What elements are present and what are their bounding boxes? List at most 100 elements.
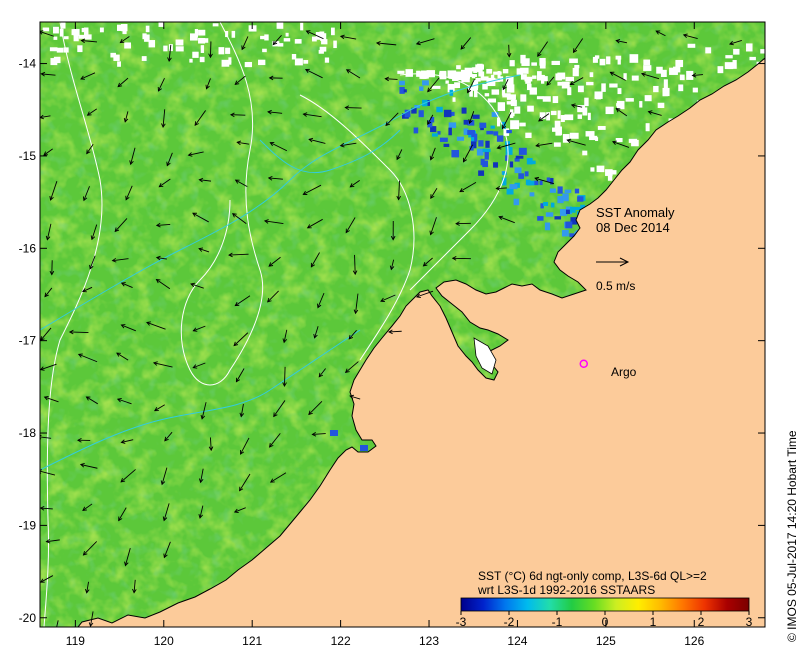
current-vector-head — [154, 407, 159, 412]
current-vector-head — [451, 256, 457, 261]
cold-pixel — [574, 188, 580, 194]
cold-pixel — [524, 171, 529, 177]
cloud-pixel — [83, 34, 92, 40]
cloud-pixel — [478, 71, 485, 77]
current-vector — [349, 395, 361, 400]
current-vector — [43, 148, 53, 156]
cold-pixel — [443, 109, 452, 118]
cloud-pixel — [221, 59, 230, 67]
current-vector — [146, 322, 166, 330]
current-vector-head — [194, 121, 199, 127]
current-vector — [345, 217, 356, 233]
cloud-pixel — [717, 66, 724, 74]
current-vector-head — [86, 149, 91, 155]
current-vector-head — [88, 622, 94, 627]
cloud-pixel — [163, 45, 168, 52]
current-vector-head — [80, 38, 86, 44]
y-tick-label: -14 — [19, 57, 37, 71]
current-vector-head — [89, 264, 94, 270]
current-vector-head — [233, 508, 239, 514]
cloud-pixel — [550, 110, 557, 116]
current-vector-head — [380, 297, 385, 303]
current-vector-head — [495, 186, 501, 191]
cloud-pixel — [447, 70, 457, 78]
current-vector-head — [77, 437, 82, 443]
current-vector — [536, 142, 553, 147]
current-vector — [133, 579, 136, 593]
current-vector — [241, 36, 249, 50]
current-vector — [423, 257, 433, 267]
current-vector — [346, 69, 361, 79]
cloud-pixel — [330, 27, 335, 36]
cloud-pixel — [148, 40, 156, 48]
current-vector-head — [455, 221, 460, 226]
current-vector — [44, 396, 59, 403]
colorbar-caption-2: wrt L3S-1d 1992-2016 SSTAARS — [477, 583, 655, 597]
colorbar-tick-label: -3 — [456, 615, 467, 629]
cold-pixel — [439, 137, 448, 142]
cloud-pixel — [542, 96, 551, 102]
cloud-pixel — [201, 38, 209, 43]
cloud-pixel — [117, 61, 121, 67]
cloud-pixel — [199, 56, 205, 63]
cold-pixel — [478, 170, 485, 176]
cloud-pixel — [405, 69, 413, 77]
cold-pixel — [403, 89, 407, 93]
cloud-pixel — [625, 98, 634, 102]
current-vector-head — [80, 75, 85, 80]
current-vector-head — [90, 235, 96, 241]
current-vector-head — [82, 550, 88, 556]
current-vector-head — [86, 111, 92, 116]
current-vector — [228, 253, 249, 256]
cloud-pixel — [49, 47, 58, 52]
cold-pixel — [506, 129, 512, 134]
x-tick-label: 120 — [154, 634, 174, 648]
cloud-pixel — [629, 54, 639, 63]
cold-pixel — [537, 216, 544, 221]
cloud-pixel — [490, 74, 495, 79]
cloud-pixel — [557, 110, 561, 119]
current-vector-head — [308, 137, 314, 143]
current-vector-head — [157, 86, 162, 92]
cloud-pixel — [599, 58, 606, 66]
map-date: 08 Dec 2014 — [596, 220, 670, 235]
current-vector-head — [267, 109, 272, 115]
current-vector — [354, 254, 356, 275]
current-vector — [306, 30, 324, 40]
cold-pixel — [461, 107, 467, 114]
cloud-pixel — [678, 84, 684, 92]
current-vector — [385, 112, 399, 126]
current-vector — [86, 581, 89, 593]
current-vector-head — [282, 338, 288, 344]
cold-pixel — [360, 445, 368, 451]
cloud-pixel — [311, 36, 317, 42]
x-tick-label: 119 — [66, 634, 85, 648]
cloud-pixel — [73, 34, 79, 42]
cloud-pixel — [445, 80, 449, 84]
current-vector-head — [385, 121, 390, 127]
current-vector — [234, 507, 246, 513]
scale-arrow-head — [619, 257, 630, 267]
cloud-pixel — [324, 57, 330, 63]
current-vector — [83, 541, 98, 556]
current-vector-head — [84, 588, 90, 594]
current-vector-head — [190, 282, 196, 288]
current-vector — [388, 330, 402, 333]
contours — [40, 22, 521, 627]
argo-float-marker — [579, 359, 588, 369]
current-vector-head — [615, 38, 621, 44]
current-vector — [166, 152, 173, 166]
current-vector — [46, 223, 52, 240]
current-vector — [40, 115, 51, 119]
current-vector-head — [267, 297, 272, 303]
cloud-pixel — [84, 27, 89, 35]
current-vector-head — [429, 155, 435, 161]
current-vector — [159, 178, 171, 188]
cloud-pixel — [705, 47, 712, 54]
current-vector-head — [462, 157, 468, 163]
current-vector-head — [304, 68, 310, 74]
current-vector — [270, 142, 288, 152]
current-vector-head — [155, 222, 161, 228]
cold-pixel — [549, 188, 556, 193]
cloud-pixel — [536, 96, 544, 100]
